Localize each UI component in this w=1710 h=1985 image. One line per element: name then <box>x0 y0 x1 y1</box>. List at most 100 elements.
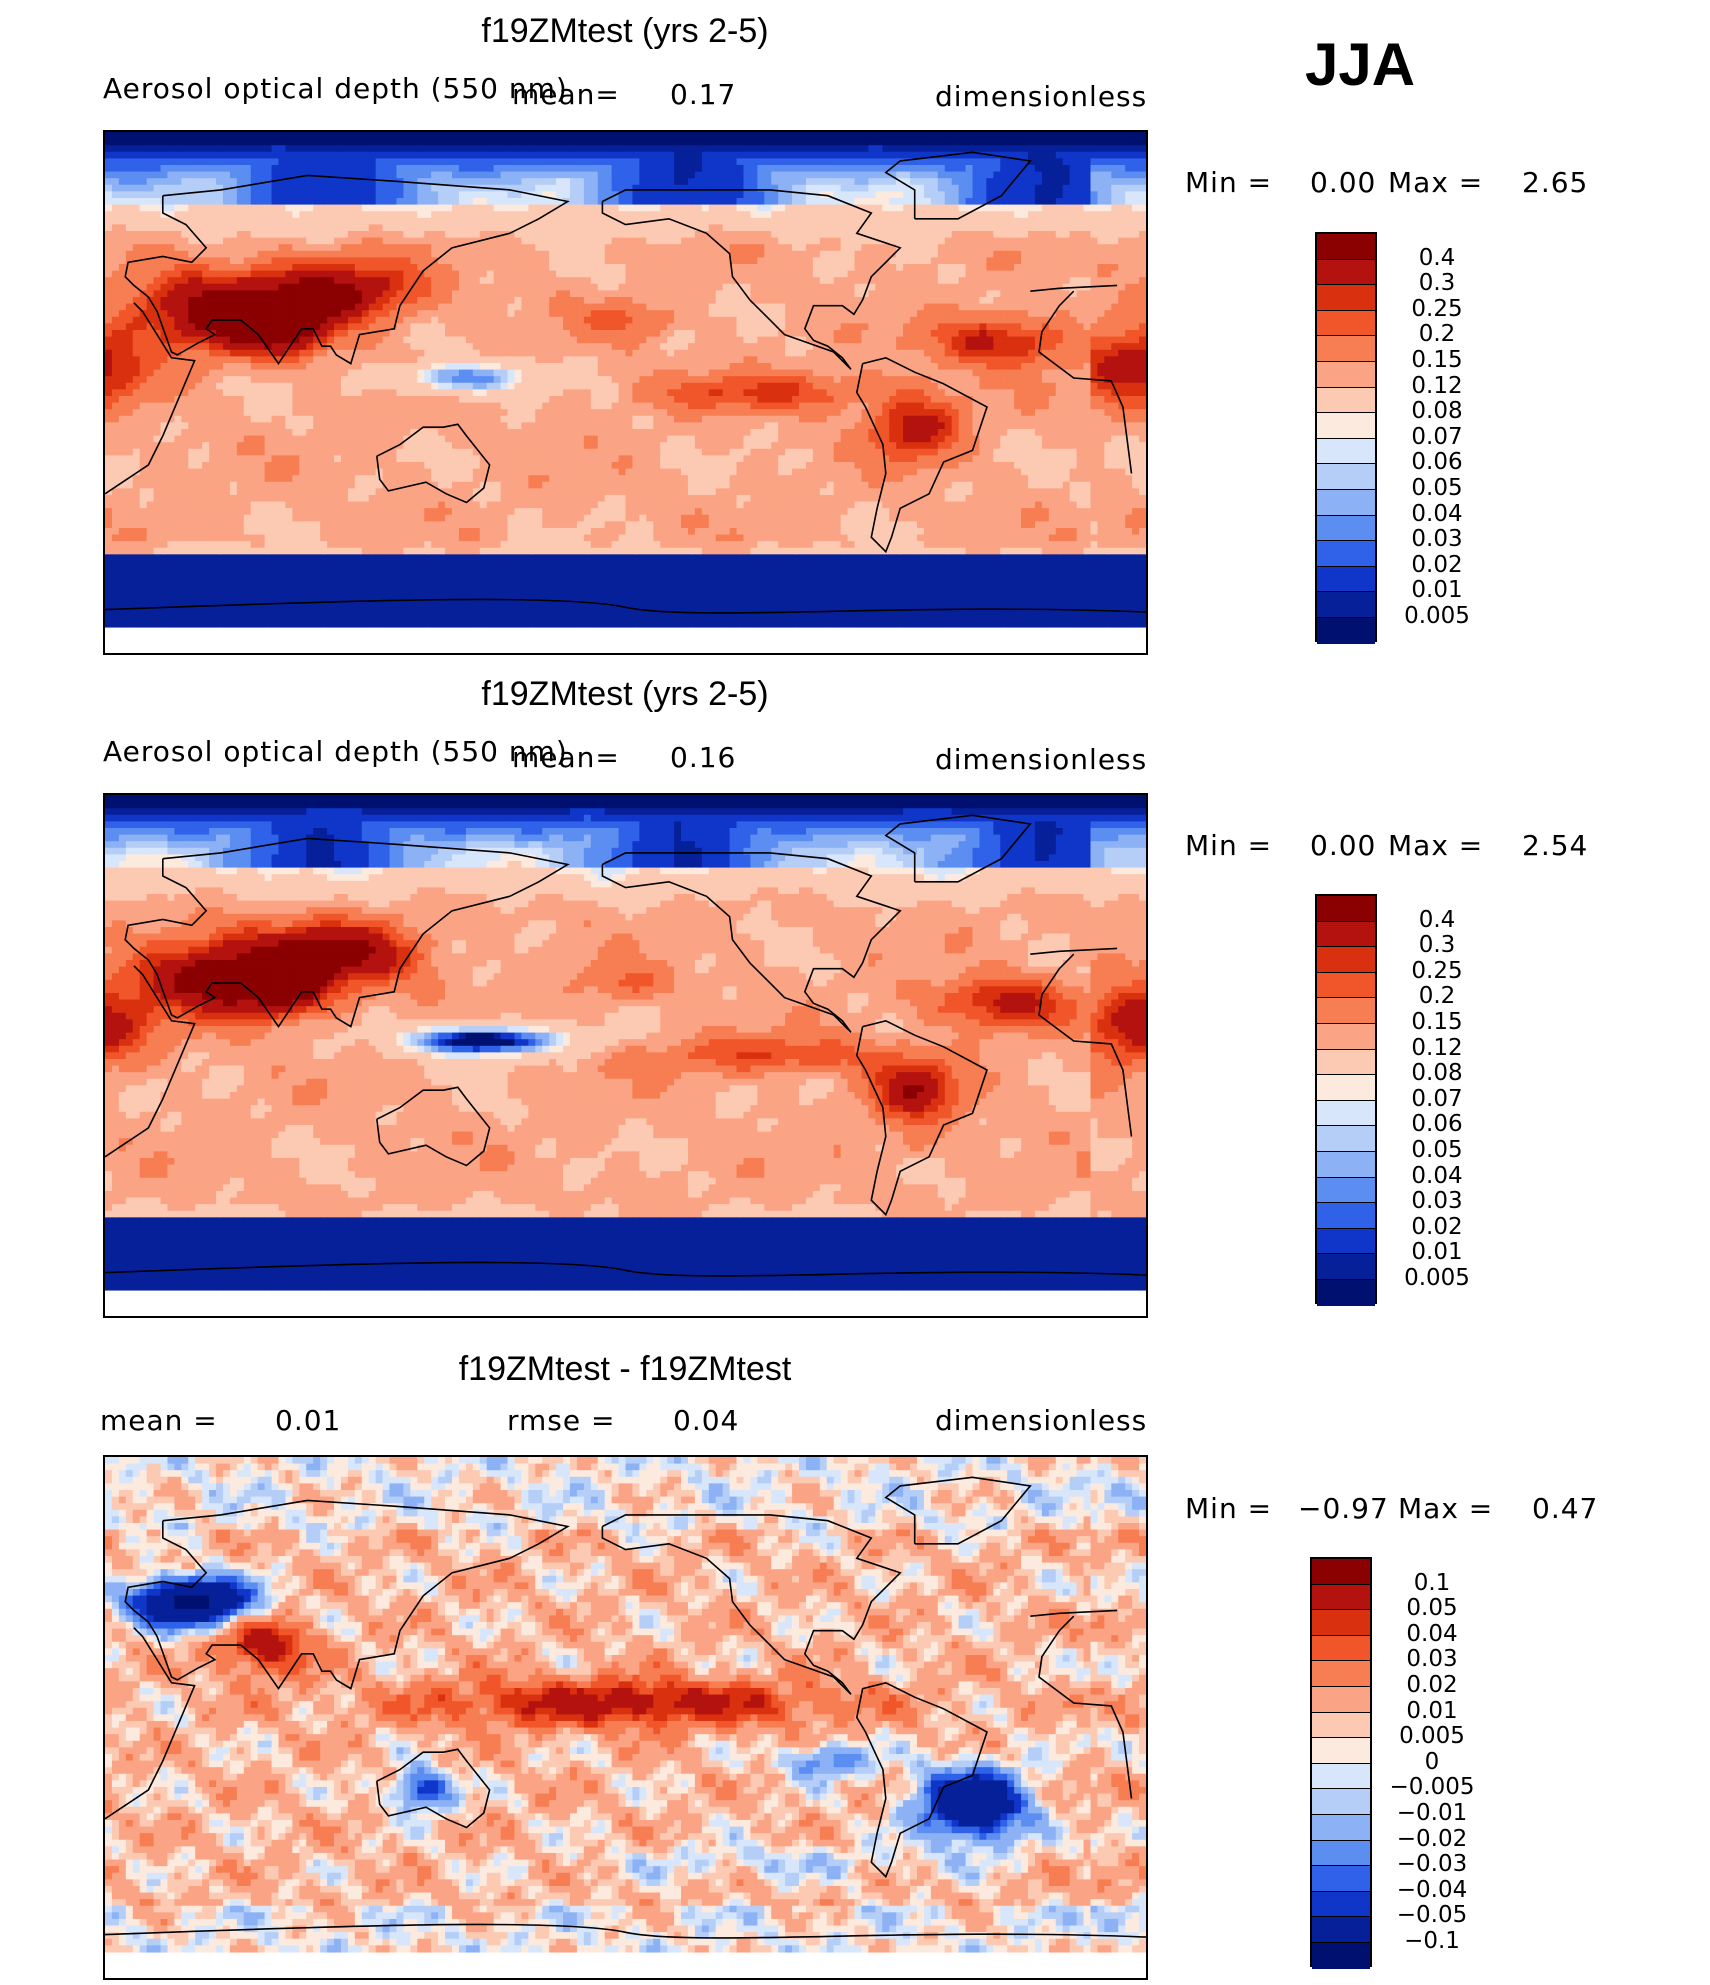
map-cell <box>916 283 925 291</box>
map-cell <box>458 310 467 318</box>
map-cell <box>965 316 974 324</box>
map-cell <box>521 343 529 351</box>
map-cell <box>736 197 745 206</box>
map-cell <box>236 165 245 173</box>
map-cell <box>1000 296 1008 305</box>
map-cell <box>410 224 418 232</box>
map-cell <box>1041 283 1050 291</box>
map-cell <box>105 197 113 206</box>
map-cell <box>563 277 571 285</box>
map-cell <box>292 165 300 173</box>
map-cell <box>937 217 946 225</box>
map-cell <box>250 263 259 272</box>
map-cell <box>792 277 800 285</box>
map-cell <box>812 145 821 153</box>
map-cell <box>965 132 974 140</box>
map-cell <box>105 211 113 219</box>
map-cell <box>368 277 377 285</box>
map-cell <box>882 263 890 272</box>
map-cell <box>771 263 779 272</box>
map-cell <box>320 197 328 206</box>
map-cell <box>1083 329 1092 338</box>
map-cell <box>556 303 564 311</box>
map-cell <box>174 165 182 173</box>
map-cell <box>479 204 488 212</box>
map-cell <box>799 290 807 298</box>
map-cell <box>1041 158 1050 166</box>
map-cell <box>993 138 1001 146</box>
map-cell <box>715 191 724 199</box>
map-cell <box>139 217 148 225</box>
map-cell <box>1028 277 1036 285</box>
map-cell <box>1069 184 1078 192</box>
map-cell <box>944 343 953 351</box>
map-cell <box>986 224 994 232</box>
map-cell <box>535 197 543 206</box>
map-cell <box>313 132 321 140</box>
map-cell <box>313 316 321 324</box>
map-cell <box>882 310 890 318</box>
map-cell <box>139 263 148 272</box>
map-cell <box>1014 250 1022 258</box>
map-cell <box>1048 283 1057 291</box>
map-cell <box>930 310 939 318</box>
map-cell <box>361 197 370 206</box>
map-cell <box>847 204 856 212</box>
map-cell <box>861 132 869 140</box>
map-cell <box>611 165 620 173</box>
map-cell <box>903 237 911 245</box>
map-cell <box>327 178 335 186</box>
map-cell <box>368 211 377 219</box>
map-cell <box>569 217 578 225</box>
map-cell <box>521 138 529 146</box>
map-cell <box>937 277 946 285</box>
map-cell <box>334 237 342 245</box>
map-cell <box>778 184 786 192</box>
map-cell <box>1028 217 1036 225</box>
map-cell <box>278 191 287 199</box>
map-cell <box>222 145 231 153</box>
map-cell <box>340 316 349 324</box>
map-cell <box>340 349 349 357</box>
map-cell <box>438 270 446 278</box>
map-cell <box>354 349 363 357</box>
map-cell <box>382 184 391 192</box>
map-cell <box>805 250 814 258</box>
map-cell <box>972 184 981 192</box>
map-cell <box>930 250 939 258</box>
map-cell <box>986 145 994 153</box>
map-cell <box>202 171 210 179</box>
map-cell <box>1090 244 1099 252</box>
map-cell <box>132 336 141 344</box>
map-cell <box>243 310 252 318</box>
map-cell <box>729 283 738 291</box>
map-cell <box>458 230 467 239</box>
map-cell <box>368 138 377 146</box>
map-cell <box>861 151 869 159</box>
map-cell <box>111 290 120 298</box>
map-cell <box>986 277 994 285</box>
map-cell <box>472 316 481 324</box>
map-cell <box>708 303 717 311</box>
map-cell <box>146 329 155 338</box>
map-cell <box>1028 237 1036 245</box>
map-cell <box>569 290 578 298</box>
map-cell <box>299 237 307 245</box>
map-cell <box>930 296 939 305</box>
map-cell <box>417 303 425 311</box>
map-cell <box>944 323 953 331</box>
map-cell <box>257 316 266 324</box>
map-cell <box>1125 197 1133 206</box>
map-cell <box>257 290 266 298</box>
map-cell <box>375 178 384 186</box>
map-cell <box>535 230 543 239</box>
map-cell <box>1021 244 1029 252</box>
map-cell <box>604 171 613 179</box>
map-cell <box>764 184 772 192</box>
map-cell <box>264 316 273 324</box>
map-cell <box>1014 184 1022 192</box>
map-cell <box>167 132 175 140</box>
map-cell <box>590 257 599 265</box>
map-cell <box>583 178 592 186</box>
map-cell <box>972 171 981 179</box>
